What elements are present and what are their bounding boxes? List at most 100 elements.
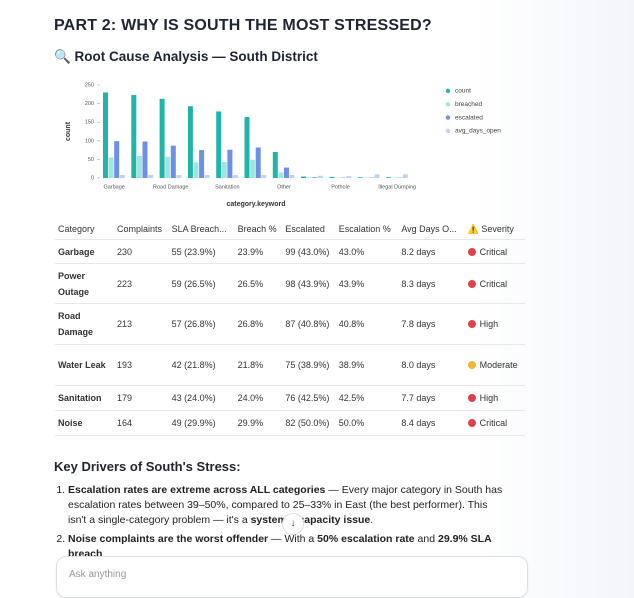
- severity-icon: [468, 394, 476, 402]
- text: and: [415, 533, 438, 545]
- drivers-title: Key Drivers of South's Stress:: [54, 459, 241, 474]
- severity-label: Critical: [480, 247, 508, 257]
- table-cell: 49 (29.9%): [169, 411, 235, 436]
- bar: [358, 177, 363, 178]
- severity-cell: High: [465, 386, 525, 411]
- table-cell: 26.5%: [235, 264, 283, 304]
- column-header: Avg Days O...: [398, 218, 464, 240]
- page-title: PART 2: WHY IS SOUTH THE MOST STRESSED?: [54, 17, 432, 35]
- bar: [386, 177, 391, 178]
- legend-label: count: [455, 88, 471, 95]
- severity-label: High: [480, 393, 499, 403]
- table-cell: 29.9%: [235, 411, 283, 436]
- y-axis-label: count: [65, 121, 72, 141]
- table-cell: 50.0%: [336, 411, 399, 436]
- legend-marker: [446, 89, 450, 93]
- table-cell: 164: [114, 411, 169, 436]
- x-tick-label: Sanitation: [215, 184, 239, 190]
- bar: [312, 177, 317, 178]
- table-cell: 21.8%: [235, 345, 283, 386]
- bar: [403, 174, 408, 178]
- table-cell: Noise: [55, 411, 114, 436]
- table-cell: 230: [114, 240, 169, 264]
- bold-text: Noise complaints are the worst offender: [68, 533, 268, 545]
- bar: [188, 106, 193, 178]
- bar: [290, 175, 295, 178]
- table-cell: 82 (50.0%): [282, 411, 335, 436]
- severity-icon: [468, 361, 476, 369]
- x-tick-label: Pothole: [331, 184, 350, 190]
- bar: [307, 177, 312, 178]
- table-cell: 8.4 days: [398, 411, 464, 436]
- bar: [222, 162, 227, 178]
- bar: [346, 176, 351, 178]
- x-tick-label: Other: [277, 184, 291, 190]
- bar: [120, 175, 125, 178]
- column-header: SLA Breach...: [169, 218, 235, 240]
- table-cell: 8.0 days: [398, 345, 464, 386]
- table-cell: 40.8%: [336, 304, 399, 345]
- bar: [278, 172, 283, 178]
- table-cell: Garbage: [55, 240, 114, 264]
- y-tick-label: 200: [85, 101, 94, 107]
- column-header: Complaints: [114, 218, 169, 240]
- table-cell: 24.0%: [235, 386, 283, 411]
- bar: [375, 174, 380, 178]
- bar: [284, 168, 289, 178]
- y-tick-label: 150: [85, 120, 94, 126]
- bar: [176, 175, 181, 178]
- scroll-down-button[interactable]: ↓: [282, 513, 304, 535]
- table-cell: 38.9%: [336, 345, 399, 386]
- bar: [273, 152, 278, 178]
- table-cell: 57 (26.8%): [169, 304, 235, 345]
- text: .: [370, 514, 373, 526]
- legend-label: breached: [455, 101, 482, 108]
- table-cell: 87 (40.8%): [282, 304, 335, 345]
- severity-icon: [468, 419, 476, 427]
- bar: [250, 160, 255, 178]
- severity-cell: Critical: [465, 240, 525, 264]
- y-tick-label: 50: [88, 157, 94, 163]
- bar: [171, 146, 176, 178]
- bold-text: 50% escalation rate: [317, 533, 414, 545]
- table-cell: 42.5%: [336, 386, 399, 411]
- column-header: Escalated: [282, 218, 335, 240]
- legend-marker: [446, 129, 450, 133]
- bar: [165, 157, 170, 178]
- table-cell: 179: [114, 386, 169, 411]
- legend-marker: [446, 115, 450, 119]
- y-tick-label: 100: [85, 138, 94, 144]
- severity-label: Moderate: [480, 360, 518, 370]
- table-cell: 26.8%: [235, 304, 283, 345]
- bar: [227, 150, 232, 178]
- table-cell: Sanitation: [55, 386, 114, 411]
- bar: [160, 99, 165, 178]
- column-header: Breach %: [235, 218, 283, 240]
- x-tick-label: Garbage: [103, 184, 124, 190]
- bar: [256, 147, 261, 178]
- severity-cell: Critical: [465, 264, 525, 304]
- severity-cell: High: [465, 304, 525, 345]
- column-header: Category: [55, 218, 114, 240]
- y-tick-label: 0: [91, 175, 94, 181]
- legend-label: escalated: [455, 114, 483, 121]
- bar: [216, 111, 221, 178]
- table-cell: 7.8 days: [398, 304, 464, 345]
- column-header: Escalation %: [336, 218, 399, 240]
- bold-text: Escalation rates are extreme across ALL …: [68, 484, 325, 496]
- table-cell: 23.9%: [235, 240, 283, 264]
- severity-label: High: [480, 319, 499, 329]
- chat-input[interactable]: Ask anything: [56, 556, 528, 598]
- bar: [148, 175, 153, 178]
- table-cell: 55 (23.9%): [169, 240, 235, 264]
- severity-cell: Critical: [465, 411, 525, 436]
- table-cell: 43.9%: [336, 264, 399, 304]
- table-cell: Road Damage: [55, 304, 114, 345]
- table-cell: 43 (24.0%): [169, 386, 235, 411]
- bar: [261, 175, 266, 178]
- bold-text: systemic capacity issue: [251, 514, 371, 526]
